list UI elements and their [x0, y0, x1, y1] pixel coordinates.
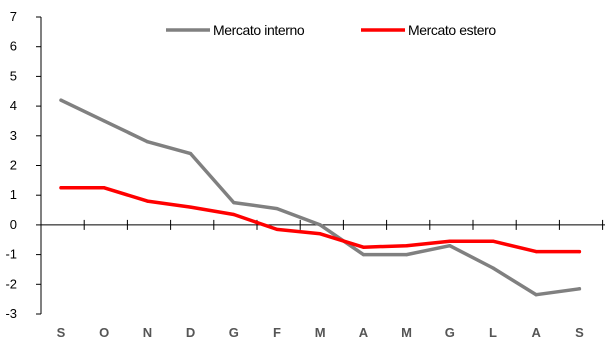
x-tick-label: M: [315, 325, 326, 340]
y-tick-label: 0: [10, 217, 17, 232]
x-tick-label: O: [99, 325, 109, 340]
x-tick-label: A: [532, 325, 542, 340]
axes: -3 -2 -1 0 1 2 3 4 5 6 7 S O N D G F M A M G L A S: [5, 9, 605, 340]
x-tick-label: M: [401, 325, 412, 340]
data-point: [232, 201, 236, 205]
y-tick-label: 7: [10, 9, 17, 24]
data-point: [491, 239, 495, 243]
data-point: [145, 140, 149, 144]
data-point: [102, 119, 106, 123]
x-tick-label: S: [575, 325, 584, 340]
y-tick-label: -2: [5, 276, 17, 291]
x-tick-label: A: [359, 325, 369, 340]
x-tick-label: L: [489, 325, 497, 340]
series-line-1: [59, 186, 582, 254]
y-tick-label: 6: [10, 39, 17, 54]
data-point: [189, 152, 193, 156]
x-tick-label: D: [186, 325, 195, 340]
data-point: [577, 287, 582, 291]
y-tick-label: 5: [10, 68, 17, 83]
y-tick-label: 1: [10, 187, 17, 202]
legend-label: Mercato interno: [213, 22, 305, 38]
data-point: [491, 266, 495, 270]
data-point: [448, 244, 452, 248]
data-point: [405, 244, 409, 248]
y-tick-label: -3: [5, 306, 17, 321]
data-point: [275, 227, 279, 231]
data-point: [405, 253, 409, 257]
x-tick-label: G: [445, 325, 455, 340]
y-tick-label: 2: [10, 158, 17, 173]
x-tick-label: S: [57, 325, 66, 340]
y-tick-label: 3: [10, 128, 17, 143]
data-point: [102, 186, 106, 190]
x-tick-label: F: [273, 325, 281, 340]
data-point: [361, 245, 365, 249]
data-point: [577, 250, 582, 254]
y-tick-label: -1: [5, 247, 17, 262]
x-tick-label: N: [143, 325, 152, 340]
data-point: [318, 232, 322, 236]
data-point: [275, 206, 279, 211]
data-point: [189, 205, 193, 209]
data-point: [59, 98, 63, 102]
data-point: [318, 223, 322, 227]
legend: Mercato interno Mercato estero: [166, 22, 497, 38]
y-tick-label: 4: [10, 98, 17, 113]
legend-label: Mercato estero: [408, 22, 496, 38]
data-point: [59, 186, 63, 190]
x-tick-label: G: [229, 325, 239, 340]
data-point: [448, 239, 452, 243]
data-point: [361, 253, 365, 257]
data-point: [534, 250, 538, 254]
data-point: [232, 212, 236, 217]
data-point: [534, 293, 538, 297]
series-lines: [59, 98, 582, 297]
data-point: [145, 199, 149, 203]
